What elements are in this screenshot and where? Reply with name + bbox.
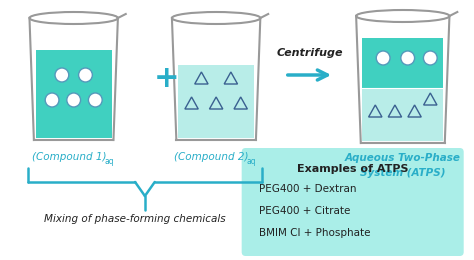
Text: Aqueous Two-Phase: Aqueous Two-Phase <box>345 153 461 163</box>
Circle shape <box>376 51 390 65</box>
Bar <box>363 38 443 88</box>
Text: BMIM Cl + Phosphate: BMIM Cl + Phosphate <box>259 228 371 238</box>
Bar <box>363 88 443 141</box>
Text: PEG400 + Dextran: PEG400 + Dextran <box>259 184 357 194</box>
FancyBboxPatch shape <box>242 148 464 256</box>
Text: aq: aq <box>246 157 256 166</box>
Bar <box>178 65 254 138</box>
Text: aq: aq <box>104 157 114 166</box>
Text: PEG400 + Citrate: PEG400 + Citrate <box>259 206 351 216</box>
Circle shape <box>55 68 69 82</box>
Text: Mixing of phase-forming chemicals: Mixing of phase-forming chemicals <box>44 214 226 224</box>
Circle shape <box>89 93 102 107</box>
Circle shape <box>45 93 59 107</box>
Text: System (ATPS): System (ATPS) <box>360 168 446 178</box>
Text: (Compound 2): (Compound 2) <box>174 152 248 162</box>
Text: (Compound 1): (Compound 1) <box>31 152 106 162</box>
Text: Examples of ATPS: Examples of ATPS <box>297 164 409 174</box>
Text: Centrifuge: Centrifuge <box>276 48 343 58</box>
Circle shape <box>423 51 437 65</box>
Circle shape <box>79 68 92 82</box>
Bar <box>36 50 112 138</box>
Text: +: + <box>154 63 180 93</box>
Circle shape <box>401 51 415 65</box>
Circle shape <box>67 93 81 107</box>
